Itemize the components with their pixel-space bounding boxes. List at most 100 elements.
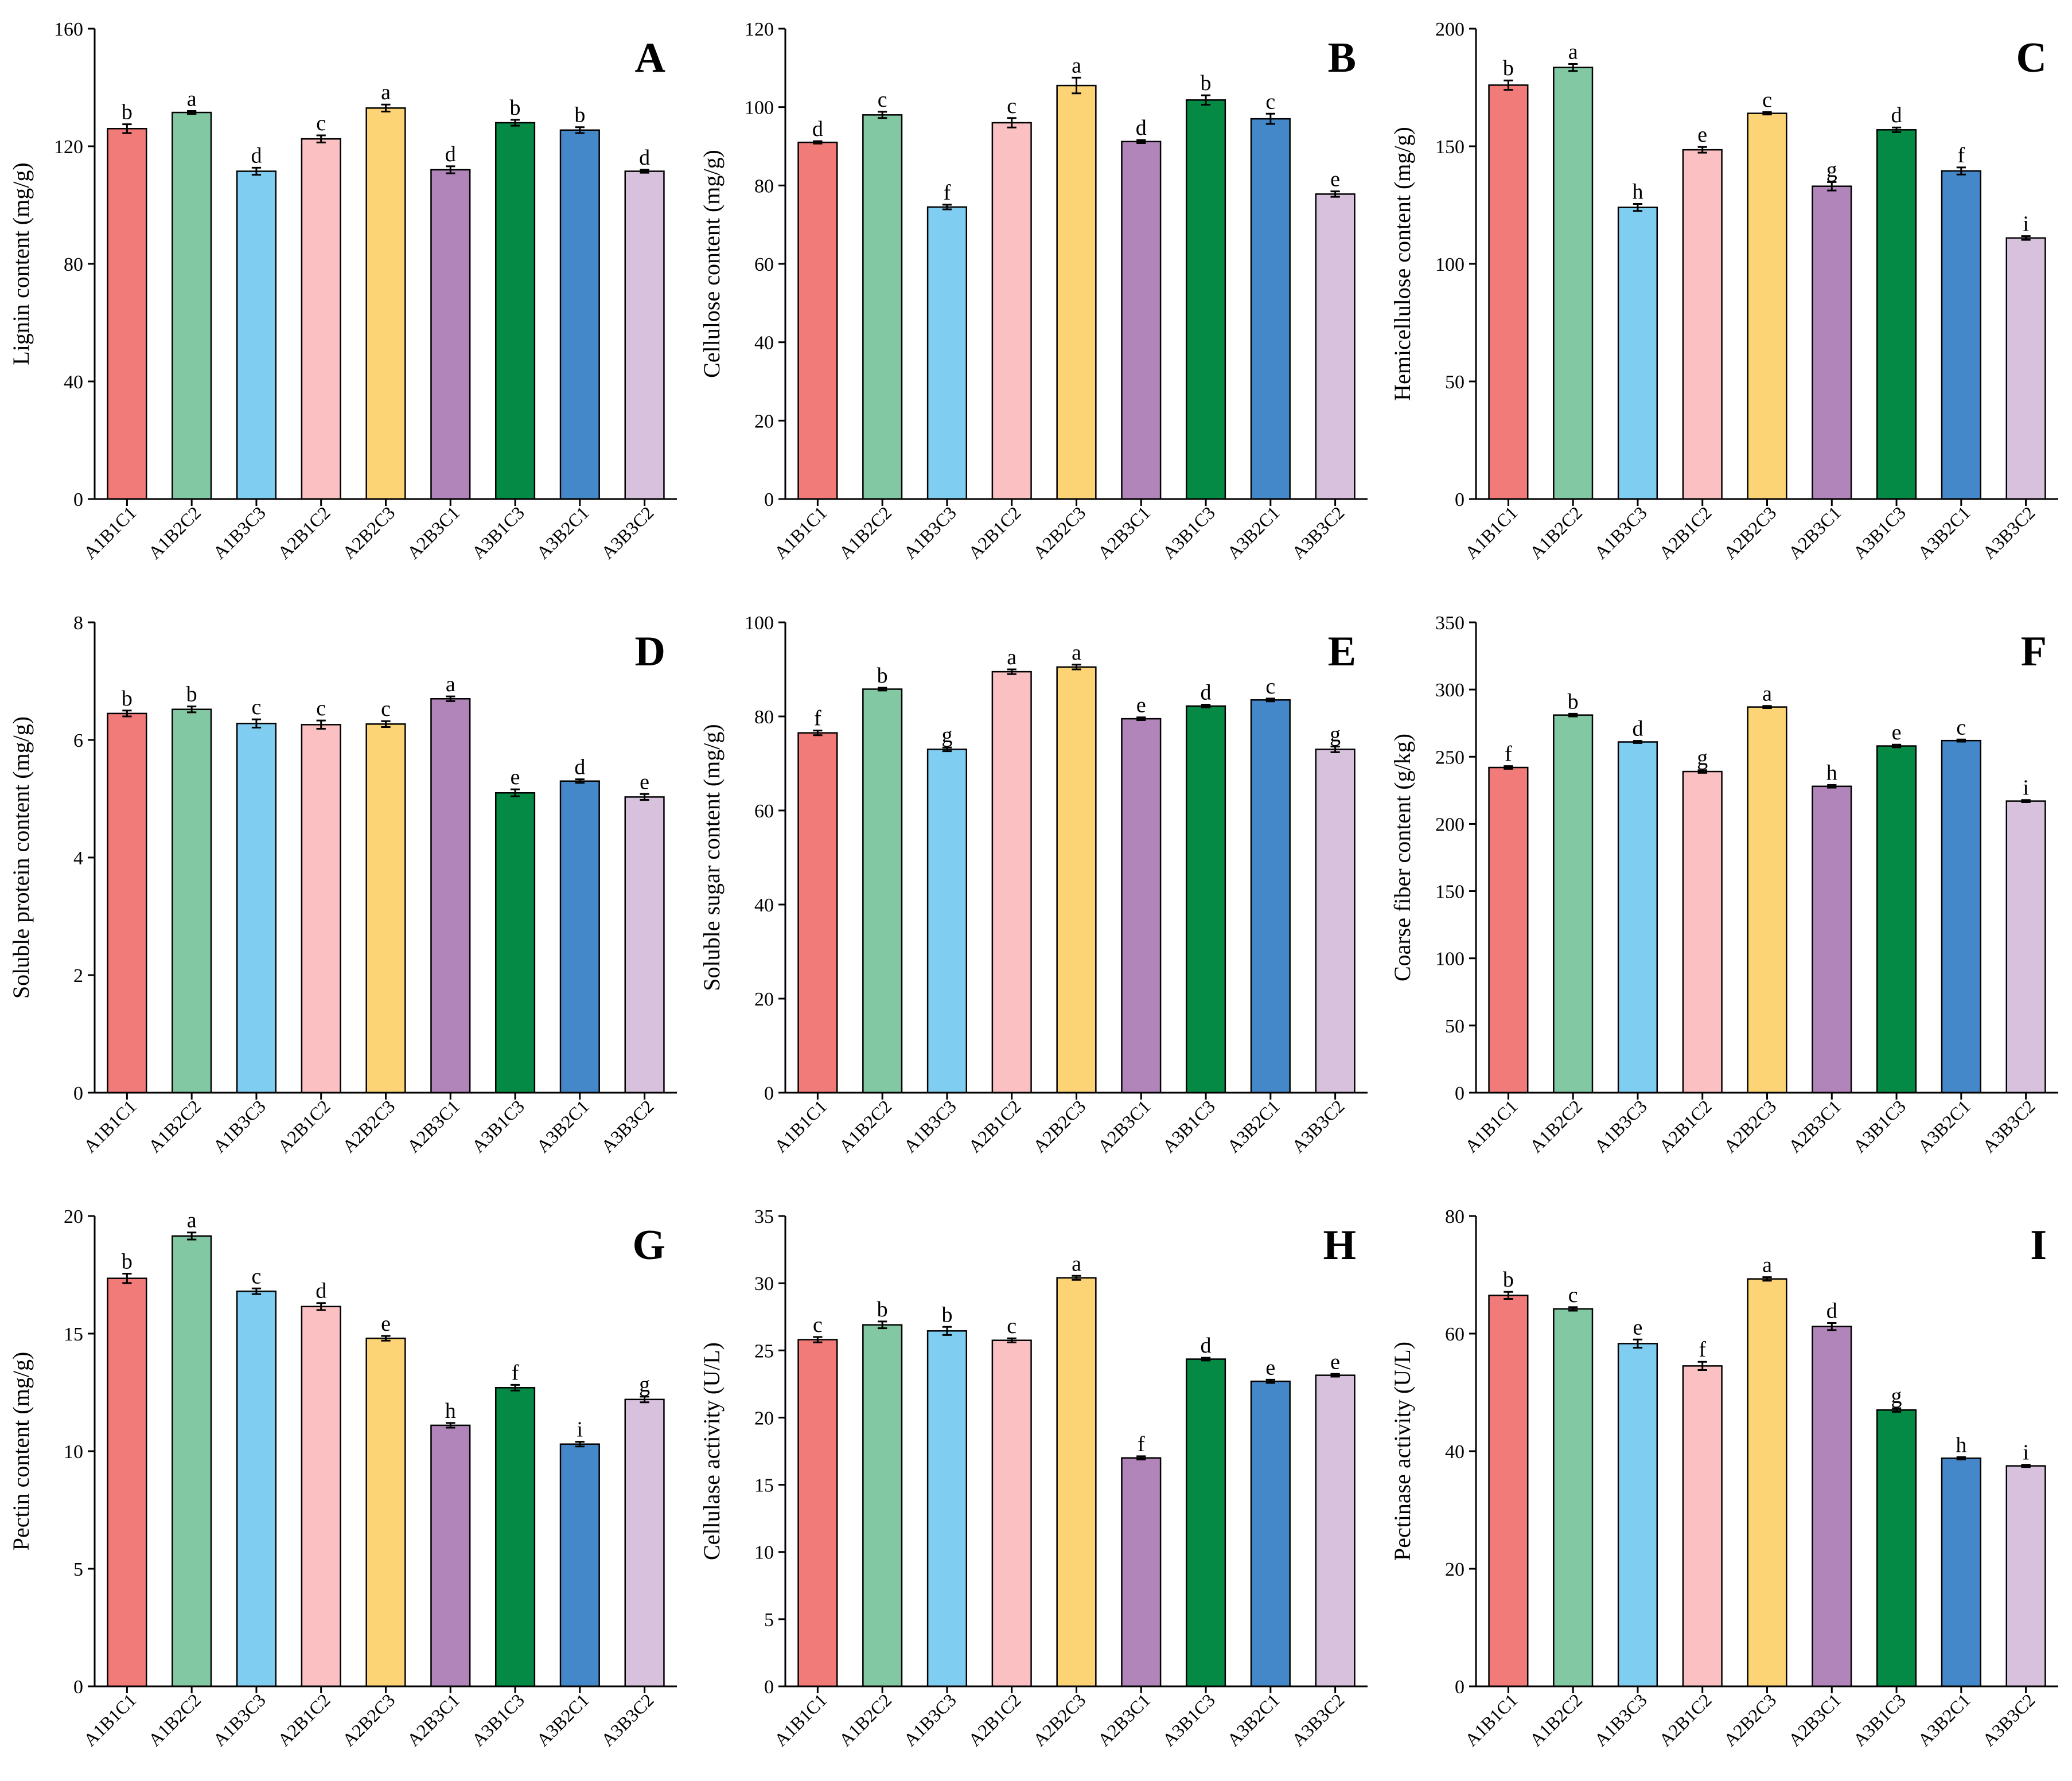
error-bar bbox=[1633, 1338, 1643, 1349]
bar-a2b1c2 bbox=[991, 122, 1032, 500]
error-bar bbox=[1265, 112, 1275, 125]
x-tick-label: A2B2C3 bbox=[1720, 1689, 1781, 1750]
bar-a2b1c2 bbox=[301, 138, 341, 500]
error-bar bbox=[1633, 202, 1643, 212]
x-tick-label: A2B2C3 bbox=[1029, 1096, 1090, 1156]
error-bar bbox=[1136, 1455, 1146, 1461]
bar-a2b1c2 bbox=[1682, 1365, 1723, 1688]
bar-a1b2c2 bbox=[1553, 67, 1594, 500]
x-tick-label: A2B2C3 bbox=[338, 1096, 399, 1156]
significance-letter: b bbox=[574, 103, 585, 127]
x-tick-label: A2B3C1 bbox=[403, 1689, 464, 1750]
bar-a2b3c1 bbox=[430, 1424, 471, 1688]
bar-a1b2c2 bbox=[862, 1324, 903, 1688]
y-tick-label: 30 bbox=[754, 1273, 774, 1295]
y-tick-label: 80 bbox=[754, 707, 774, 728]
significance-letter: d bbox=[1201, 1334, 1212, 1358]
error-bar bbox=[1265, 1378, 1275, 1384]
error-bar bbox=[1504, 765, 1513, 770]
significance-letter: e bbox=[1892, 720, 1902, 745]
bar-a2b2c3 bbox=[365, 723, 406, 1094]
error-bar bbox=[878, 111, 887, 119]
y-tick-label: 160 bbox=[54, 19, 83, 40]
y-tick-label: 20 bbox=[754, 411, 774, 432]
chart-f: f b d g a h e c i 0 50 100 150 200 250 300 350 A1B1C1 A1B2… bbox=[1389, 613, 2058, 1156]
significance-letter: c bbox=[1568, 1283, 1578, 1307]
error-bar bbox=[1330, 1373, 1340, 1378]
bar-a2b1c2 bbox=[301, 1305, 341, 1688]
significance-letter: c bbox=[316, 111, 326, 135]
error-bar bbox=[1007, 1337, 1016, 1343]
significance-letter: d bbox=[1632, 717, 1643, 741]
significance-letter: a bbox=[446, 672, 455, 696]
y-tick-label: 200 bbox=[1435, 19, 1465, 40]
y-axis-title: Hemicellulose content (mg/g) bbox=[1389, 127, 1415, 401]
error-bar bbox=[640, 793, 649, 801]
x-tick-label: A2B1C2 bbox=[1655, 1096, 1716, 1156]
significance-letter: c bbox=[1265, 89, 1275, 114]
bar-a3b1c3 bbox=[1185, 1358, 1226, 1688]
bar-a3b1c3 bbox=[1185, 99, 1226, 500]
bar-a3b2c1 bbox=[1941, 739, 1981, 1094]
bar-a1b2c2 bbox=[1553, 714, 1594, 1094]
significance-letter: f bbox=[814, 707, 821, 731]
chart-h: c b b c a f d e e 0 5 10 15 20 25 30 35 A1B1C1 A1B2C2 A1B3C… bbox=[699, 1206, 1368, 1750]
bar-a3b1c3 bbox=[1876, 745, 1917, 1094]
y-tick-label: 25 bbox=[754, 1340, 774, 1362]
error-bar bbox=[1697, 146, 1707, 154]
bar-a1b2c2 bbox=[1553, 1308, 1594, 1688]
significance-letter: i bbox=[2023, 212, 2029, 236]
y-tick-label: 0 bbox=[1455, 1677, 1465, 1698]
error-bar bbox=[1330, 190, 1340, 198]
significance-letter: e bbox=[1633, 1315, 1643, 1339]
y-tick-label: 150 bbox=[1435, 882, 1465, 903]
error-bar bbox=[1072, 76, 1081, 95]
y-tick-label: 0 bbox=[1455, 489, 1465, 510]
error-bar bbox=[1136, 139, 1146, 145]
x-tick-label: A1B3C3 bbox=[1590, 502, 1651, 563]
bar-a1b3c3 bbox=[236, 1290, 277, 1688]
significance-letter: c bbox=[252, 1264, 262, 1288]
x-tick-label: A3B1C3 bbox=[468, 1096, 528, 1156]
x-tick-label: A3B1C3 bbox=[1849, 1096, 1910, 1156]
x-tick-label: A2B3C1 bbox=[1093, 1689, 1154, 1750]
x-tick-label: A3B3C2 bbox=[597, 1096, 658, 1156]
significance-letter: b bbox=[941, 1303, 952, 1327]
bar-a2b3c1 bbox=[1812, 185, 1852, 500]
x-tick-label: A3B3C2 bbox=[1288, 1096, 1349, 1156]
significance-letter: b bbox=[1568, 689, 1579, 714]
error-bar bbox=[640, 169, 649, 174]
significance-letter: c bbox=[1007, 94, 1016, 118]
error-bar bbox=[381, 1335, 391, 1342]
x-tick-label: A1B1C1 bbox=[79, 1096, 140, 1156]
error-bar bbox=[122, 710, 132, 718]
x-tick-label: A3B3C2 bbox=[597, 502, 658, 563]
x-tick-label: A2B3C1 bbox=[403, 1096, 464, 1156]
x-tick-label: A2B2C3 bbox=[338, 502, 399, 563]
y-tick-label: 40 bbox=[754, 333, 774, 354]
error-bar bbox=[446, 165, 455, 174]
x-tick-label: A1B1C1 bbox=[1460, 502, 1521, 563]
x-tick-label: A3B1C3 bbox=[1849, 502, 1910, 563]
significance-letter: f bbox=[1958, 143, 1965, 167]
x-tick-label: A3B1C3 bbox=[468, 502, 528, 563]
panel-a: b a d c a d b b d 0 40 80 120 160 A1B1C1 A1B2C2 A1B3C3 A2… bbox=[0, 0, 691, 594]
error-bar bbox=[316, 719, 326, 730]
error-bar bbox=[942, 1326, 952, 1336]
x-tick-label: A3B2C1 bbox=[1223, 502, 1284, 563]
x-tick-label: A2B1C2 bbox=[964, 502, 1025, 563]
significance-letter: a bbox=[381, 80, 391, 104]
error-bar bbox=[1633, 740, 1643, 744]
panel-label: A bbox=[635, 34, 665, 81]
x-tick-label: A1B2C2 bbox=[835, 1689, 895, 1750]
y-tick-label: 100 bbox=[1435, 254, 1465, 275]
x-tick-label: A1B1C1 bbox=[79, 502, 140, 563]
chart-g: b a c d e h f i g 0 5 10 15 20 A1B1C1 A1B2C2 A1B3C3 A2B1C… bbox=[8, 1206, 677, 1750]
y-tick-label: 10 bbox=[754, 1542, 774, 1564]
x-tick-label: A3B3C2 bbox=[1288, 1689, 1349, 1750]
bar-a3b2c1 bbox=[559, 780, 600, 1094]
bar-a2b3c1 bbox=[1121, 1457, 1162, 1688]
error-bar bbox=[446, 1422, 455, 1429]
x-tick-label: A3B2C1 bbox=[532, 1096, 593, 1156]
